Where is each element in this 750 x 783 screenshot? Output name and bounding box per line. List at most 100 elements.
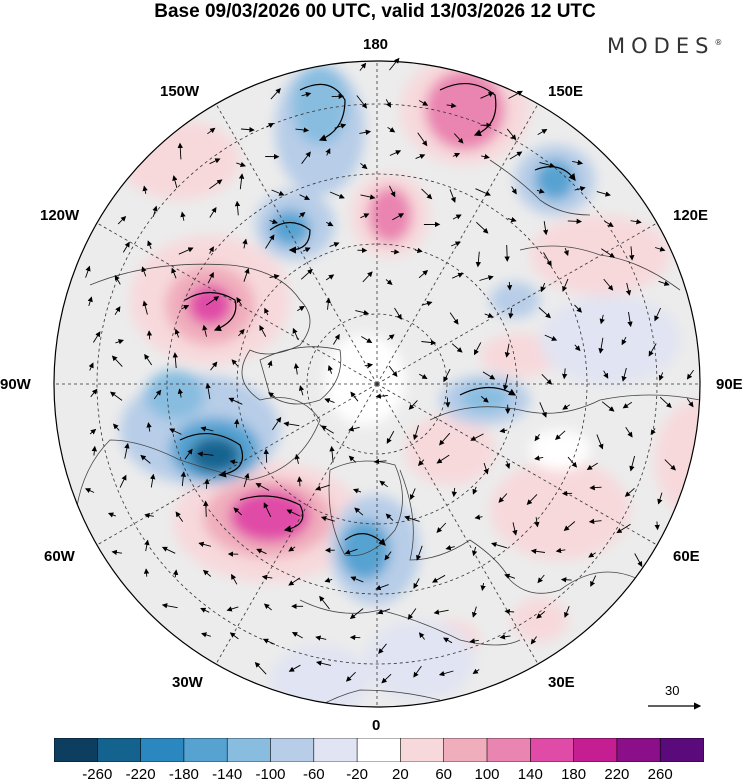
colorbar-tick-label: -20 [346, 766, 368, 783]
wind-vector [209, 158, 221, 165]
wind-vector [329, 191, 345, 199]
wind-vector [588, 552, 596, 558]
wind-vector [480, 583, 486, 591]
wind-vector [432, 574, 446, 583]
wind-vector [361, 336, 373, 343]
lon-label-60w: 60W [44, 548, 75, 565]
wind-vector [144, 512, 154, 519]
wind-vector [654, 246, 666, 252]
wind-vector [360, 162, 368, 170]
wind-vector [180, 211, 186, 221]
wind-vector [387, 334, 395, 341]
wind-vector [300, 268, 313, 280]
wind-vector [325, 274, 335, 281]
wind-vector [140, 454, 151, 464]
wind-vectors [84, 57, 694, 684]
wind-vector [482, 371, 496, 380]
wind-vector [413, 665, 422, 678]
wind-vector [508, 307, 514, 319]
wind-vector [263, 603, 272, 611]
wind-vector [345, 671, 356, 682]
wind-vector [143, 568, 150, 577]
colorbar-tick-label: -220 [125, 766, 156, 783]
wind-vector [293, 363, 300, 375]
wind-vector [268, 392, 275, 398]
wind-vector [574, 344, 581, 352]
wind-vector [413, 578, 420, 589]
wind-vector [504, 244, 510, 262]
wind-vector [270, 88, 281, 100]
wind-vector [238, 173, 245, 190]
wind-vector [350, 391, 359, 402]
wind-vector [298, 212, 306, 218]
wind-vector [421, 188, 433, 200]
graticule [54, 61, 700, 707]
wind-vector [539, 161, 556, 168]
wind-vector [414, 247, 423, 254]
wind-vector [417, 459, 425, 466]
wind-vector [320, 516, 335, 522]
wind-vector [412, 425, 419, 441]
wind-vector [598, 337, 604, 354]
wind-vector [228, 397, 243, 405]
colorbar-swatch [616, 738, 662, 762]
wind-vector [150, 473, 156, 488]
wind-vector [85, 265, 91, 278]
lon-label-30w: 30W [172, 674, 203, 691]
wind-vector [560, 577, 572, 583]
wind-vector [491, 542, 508, 549]
wind-vector [200, 607, 210, 613]
colorbar-tick-label: 20 [392, 766, 409, 783]
wind-vector [141, 266, 147, 277]
wind-vector [418, 100, 429, 106]
wind-vector [451, 343, 463, 353]
colorbar-tick-label: 220 [604, 766, 630, 783]
wind-vector [269, 218, 278, 225]
wind-vector [415, 154, 426, 160]
wind-vector [385, 513, 394, 521]
wind-vector [650, 428, 656, 436]
wind-vector [544, 334, 558, 341]
wind-vector [229, 459, 238, 465]
wind-vector [475, 188, 491, 196]
colorbar-swatch [270, 738, 315, 762]
wind-vector [504, 573, 516, 579]
wind-vector [541, 373, 553, 385]
wind-vector [385, 279, 393, 285]
wind-vector [564, 606, 570, 618]
wind-vector [117, 215, 127, 225]
wind-vector [152, 205, 158, 217]
wind-vector [207, 127, 216, 135]
lon-label-90w: 90W [0, 376, 31, 393]
wind-vector [360, 194, 376, 200]
wind-vector [438, 670, 454, 677]
colorbar-tick-label: -260 [82, 766, 113, 783]
wind-vector [87, 296, 93, 307]
wind-vector [479, 275, 494, 281]
wind-vector [603, 278, 614, 291]
wind-vector [484, 312, 494, 318]
wind-vector [505, 460, 511, 469]
wind-vector [146, 422, 152, 432]
wind-vector [381, 673, 392, 684]
wind-vector [572, 159, 584, 166]
colorbar-swatch [486, 738, 532, 762]
wind-vector [172, 352, 178, 369]
wind-vector [502, 374, 509, 391]
lon-label-60e: 60E [673, 548, 700, 565]
wind-vector [563, 521, 576, 531]
wind-vector [184, 448, 193, 460]
wind-vector [263, 502, 272, 518]
wind-vector [261, 574, 273, 580]
wind-vector [242, 238, 248, 249]
wind-vector [208, 246, 214, 254]
wind-vector [333, 333, 340, 345]
wind-vector [238, 328, 245, 337]
wind-vector [537, 129, 548, 135]
wind-vector [574, 304, 583, 313]
wind-vector [658, 372, 664, 381]
wind-vector [350, 576, 364, 583]
wind-vector [625, 282, 632, 296]
wind-vector [146, 330, 153, 340]
